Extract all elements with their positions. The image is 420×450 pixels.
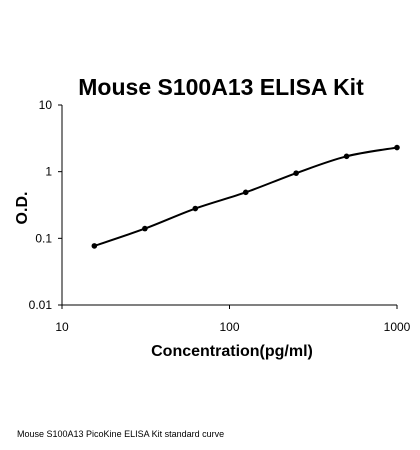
data-point bbox=[394, 144, 400, 151]
data-point bbox=[91, 243, 98, 249]
x-tick-label: 100 bbox=[219, 320, 239, 334]
x-tick-label: 10 bbox=[55, 320, 69, 334]
y-tick-label: 10 bbox=[39, 98, 53, 112]
x-axis-title: Concentration(pg/ml) bbox=[151, 343, 313, 360]
y-axis-title: O.D. bbox=[14, 192, 31, 225]
data-point bbox=[142, 225, 148, 232]
data-points bbox=[91, 144, 400, 249]
data-point bbox=[343, 153, 350, 160]
chart-title: Mouse S100A13 ELISA Kit bbox=[78, 74, 364, 100]
figure-caption: Mouse S100A13 PicoKine ELISA Kit standar… bbox=[17, 429, 225, 439]
data-point bbox=[192, 205, 199, 212]
data-point bbox=[242, 189, 249, 196]
x-tick-label: 1000 bbox=[384, 320, 411, 334]
x-axis-ticks: 10 100 1000 bbox=[55, 305, 411, 334]
y-tick-label: 0.01 bbox=[29, 298, 53, 312]
fit-curve bbox=[94, 146, 398, 247]
standard-curve-chart: Mouse S100A13 ELISA Kit 10 1 0.1 0.01 10 100… bbox=[14, 74, 411, 360]
data-point bbox=[293, 170, 299, 176]
y-axis-ticks: 10 1 0.1 0.01 bbox=[29, 98, 62, 312]
y-tick-label: 0.1 bbox=[35, 231, 52, 245]
y-tick-label: 1 bbox=[45, 165, 52, 179]
